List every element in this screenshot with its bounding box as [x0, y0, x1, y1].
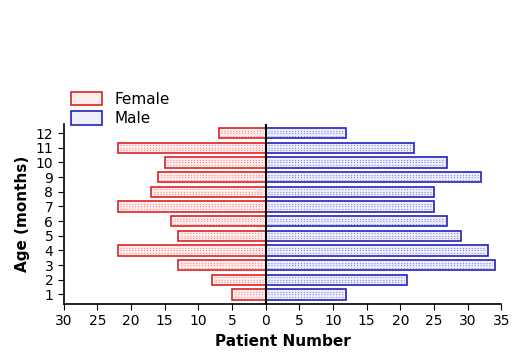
Bar	[178, 260, 266, 270]
Bar	[266, 143, 414, 153]
Bar	[118, 201, 266, 211]
Bar	[212, 275, 266, 285]
X-axis label: Patient Number: Patient Number	[215, 334, 350, 349]
Bar	[266, 157, 447, 168]
Bar	[266, 260, 495, 270]
Bar	[266, 201, 434, 211]
Bar	[118, 245, 266, 256]
Bar	[266, 128, 346, 138]
Bar	[232, 289, 266, 300]
Bar	[266, 275, 407, 285]
Y-axis label: Age (months): Age (months)	[15, 156, 30, 272]
Bar	[165, 157, 266, 168]
Bar	[118, 143, 266, 153]
Bar	[266, 289, 346, 300]
Bar	[178, 231, 266, 241]
Legend: Female, Male: Female, Male	[71, 92, 170, 126]
Bar	[266, 187, 434, 197]
Bar	[218, 128, 266, 138]
Bar	[266, 231, 461, 241]
Bar	[266, 216, 447, 226]
Bar	[158, 172, 266, 182]
Bar	[172, 216, 266, 226]
Bar	[151, 187, 266, 197]
Bar	[266, 172, 481, 182]
Bar	[266, 245, 488, 256]
